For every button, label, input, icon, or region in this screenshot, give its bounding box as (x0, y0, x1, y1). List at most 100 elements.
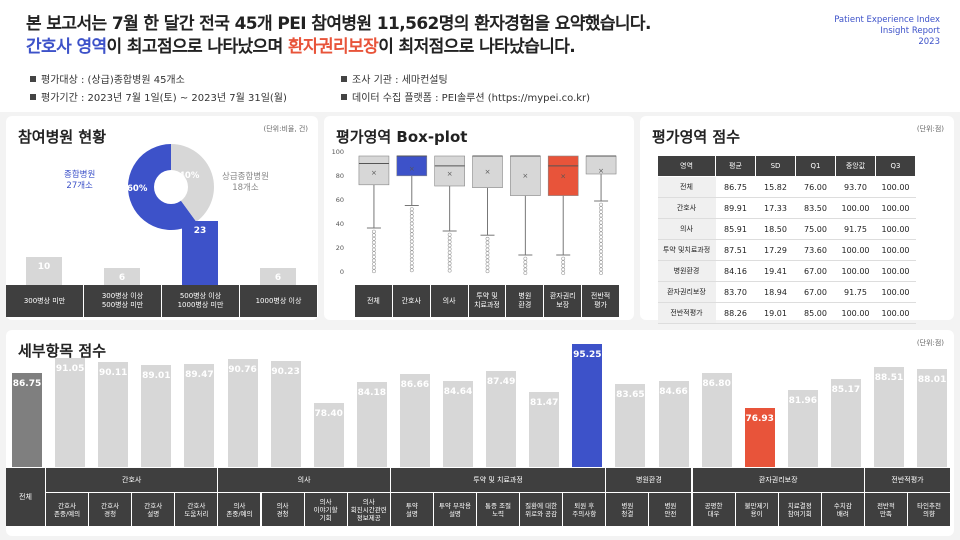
detail-group-label: 간호사 (46, 468, 219, 492)
box-outlier (409, 221, 414, 226)
table-cell: 의사 (657, 218, 716, 240)
table-cell: 91.75 (835, 218, 876, 240)
table-cell: 84.16 (715, 260, 756, 282)
box-outlier (409, 261, 414, 266)
table-cell: 투약 및치료과정 (657, 239, 716, 261)
detail-bar: 88.51 (874, 367, 904, 467)
hospital-bar: 23 (182, 221, 218, 285)
table-cell: 100.00 (835, 260, 876, 282)
detail-group-label: 투약 및 치료과정 (390, 468, 607, 492)
box-mean-marker: × (371, 169, 377, 177)
table-row: 의사 85.91 18.50 75.00 91.75 100.00 (657, 218, 916, 240)
table-row: 전반적평가 88.26 19.01 85.00 100.00 100.00 (657, 302, 916, 324)
box-body (434, 155, 465, 187)
box-outlier (599, 209, 603, 214)
box-outlier (409, 214, 414, 219)
box-body (358, 155, 390, 186)
detail-group-label: 환자권리보장 (692, 468, 865, 492)
box-outlier (447, 250, 452, 255)
detail-bar: 78.40 (313, 402, 344, 467)
info-period: 평가기간 : 2023년 7월 1일(토) ~ 2023년 7월 31일(월) (30, 89, 287, 104)
box-outlier (561, 271, 566, 275)
detail-group-label: 병원환경 (606, 468, 693, 492)
box-outlier (599, 231, 603, 236)
table-cell: 100.00 (875, 260, 916, 282)
boxplot-category-label: 전반적 평가 (582, 285, 620, 317)
table-cell: 100.00 (875, 281, 916, 303)
detail-bar-value: 83.65 (616, 390, 645, 401)
detail-bar-value: 86.66 (400, 379, 430, 390)
detail-item-label: 불만제기 용이 (735, 492, 779, 526)
detail-item-label: 통증 조절 노력 (477, 492, 521, 526)
box: × (396, 155, 428, 273)
highlight-rights: 환자권리보장 (287, 37, 379, 57)
boxplot-axis-tick: 100 (331, 148, 344, 156)
box-outlier (447, 236, 452, 241)
info-period-text: 평가기간 : 2023년 7월 1일(토) ~ 2023년 7월 31일(월) (41, 93, 287, 104)
brand-line-1: Patient Experience Index (834, 15, 940, 25)
table-cell: 환자권리보장 (657, 281, 716, 303)
detail-total-label: 전체 (6, 468, 46, 526)
detail-bar-value: 84.66 (659, 386, 688, 397)
scores-col-header: SD (755, 155, 796, 177)
table-cell: 병원환경 (657, 260, 716, 282)
box-outlier (485, 236, 490, 241)
table-cell: 76.00 (795, 176, 836, 198)
detail-bar: 89.47 (184, 363, 215, 467)
hospital-bar-value: 6 (118, 273, 126, 284)
table-cell: 67.00 (795, 260, 836, 282)
table-cell: 18.50 (755, 218, 796, 240)
box-outlier (599, 253, 603, 257)
box-outlier (599, 217, 603, 221)
scores-header-row: 영역 평균 SD Q1 중앙값 Q3 (657, 155, 916, 177)
box-outlier (599, 235, 603, 239)
hospital-category-label: 1000병상 이상 (240, 285, 318, 317)
detail-bar: 89.01 (141, 365, 172, 467)
box-outlier (523, 260, 528, 265)
box-outlier (599, 245, 603, 250)
scores-table: 영역 평균 SD Q1 중앙값 Q3 전체 86.75 15.82 76.00 93.70 100.… (657, 155, 916, 324)
table-row: 병원환경 84.16 19.41 67.00 100.00 100.00 (657, 260, 916, 282)
pie-pct-left: 60% (127, 184, 148, 194)
box-outlier (447, 261, 452, 266)
detail-bar-value: 81.96 (788, 396, 818, 407)
table-row: 환자권리보장 83.70 18.94 67.00 91.75 100.00 (657, 281, 916, 303)
detail-bar: 81.47 (529, 391, 560, 467)
box-outlier (409, 210, 414, 215)
box: × (434, 155, 465, 273)
table-cell: 15.82 (755, 176, 796, 198)
bullet-icon (30, 76, 36, 82)
table-cell: 17.29 (755, 239, 796, 261)
box-outlier (599, 260, 603, 265)
bullet-icon (341, 94, 347, 100)
box: × (547, 155, 579, 275)
detail-bar: 90.11 (98, 361, 129, 467)
brand-block: Patient Experience Index Insight Report … (800, 15, 940, 48)
box-outlier (561, 267, 566, 272)
boxplot-category-label: 병원 환경 (506, 285, 545, 317)
box-outlier (372, 244, 376, 248)
detail-bar: 76.93 (744, 407, 775, 467)
box-outlier (372, 254, 376, 259)
detail-bar-value: 95.25 (573, 349, 602, 360)
hospitals-title: 참여병원 현황 (18, 128, 107, 146)
detail-bar-value: 84.18 (357, 388, 387, 399)
box-outlier (372, 240, 376, 245)
box: × (358, 155, 390, 274)
detail-item-label: 간호사 경청 (89, 492, 133, 526)
hospital-category-row: 300병상 미만 300병상 이상 500병상 미만 500병상 이상 1000병상… (6, 285, 318, 317)
hospitals-pie (127, 144, 214, 230)
detail-item-label: 질환에 대한 위로와 공감 (520, 492, 564, 526)
box: × (510, 155, 541, 275)
box-outlier (409, 246, 414, 251)
box-mean-marker: × (447, 170, 453, 178)
box-outlier (599, 213, 603, 218)
report-header: 본 보고서는 7월 한 달간 전국 45개 PEI 참여병원 11,562명의 … (0, 0, 960, 112)
table-cell: 19.41 (755, 260, 796, 282)
table-cell: 83.50 (795, 197, 836, 219)
box-mean-marker: × (485, 168, 491, 176)
boxplot-category-label: 투약 및 치료과정 (469, 285, 507, 317)
table-cell: 100.00 (875, 197, 916, 219)
box-outlier (599, 242, 603, 247)
table-cell: 100.00 (835, 302, 876, 324)
